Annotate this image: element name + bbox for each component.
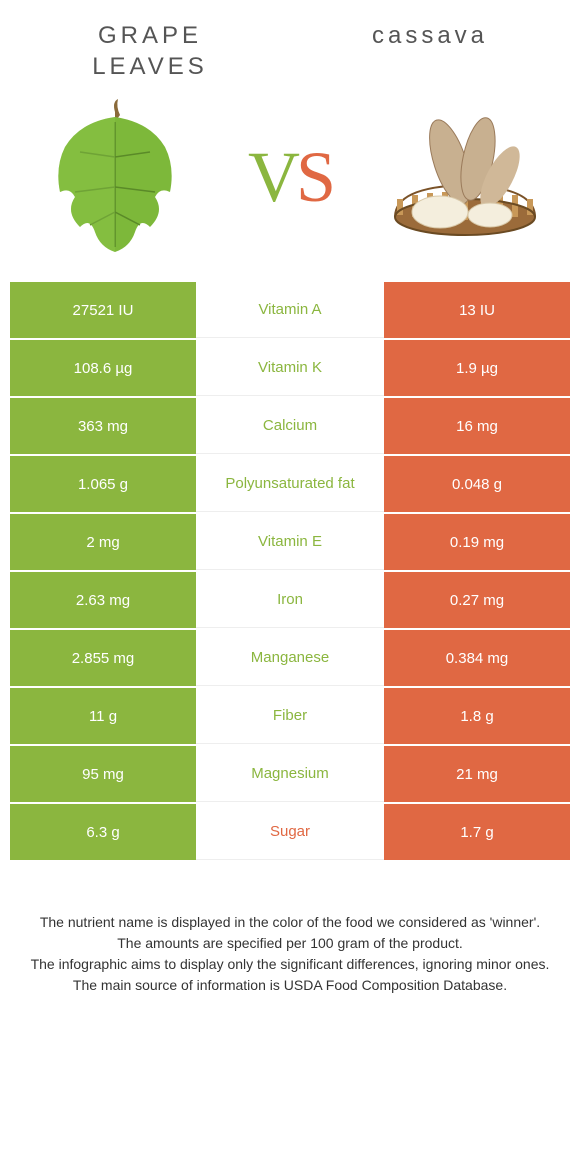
nutrient-label: Iron [196,572,384,628]
images-row: VS [0,92,580,282]
nutrient-label: Manganese [196,630,384,686]
value-right: 13 IU [384,282,570,338]
value-left: 2.855 mg [10,630,196,686]
food-title-left: GRAPE LEAVES [50,20,250,82]
value-left: 11 g [10,688,196,744]
value-left: 6.3 g [10,804,196,860]
vs-label: VS [248,136,332,219]
nutrient-label: Sugar [196,804,384,860]
table-row: 27521 IUVitamin A13 IU [10,282,570,340]
nutrient-label: Magnesium [196,746,384,802]
value-right: 21 mg [384,746,570,802]
nutrient-label: Vitamin K [196,340,384,396]
cassava-icon [380,107,550,247]
table-row: 108.6 µgVitamin K1.9 µg [10,340,570,398]
footnote-line: The infographic aims to display only the… [30,954,550,975]
value-right: 0.384 mg [384,630,570,686]
value-left: 1.065 g [10,456,196,512]
nutrient-label: Fiber [196,688,384,744]
table-row: 2.63 mgIron0.27 mg [10,572,570,630]
footnotes: The nutrient name is displayed in the co… [0,862,580,996]
value-right: 0.048 g [384,456,570,512]
header: GRAPE LEAVES cassava [0,0,580,92]
value-left: 27521 IU [10,282,196,338]
nutrient-label: Calcium [196,398,384,454]
value-left: 2 mg [10,514,196,570]
value-right: 16 mg [384,398,570,454]
comparison-table: 27521 IUVitamin A13 IU108.6 µgVitamin K1… [10,282,570,862]
table-row: 363 mgCalcium16 mg [10,398,570,456]
table-row: 95 mgMagnesium21 mg [10,746,570,804]
nutrient-label: Vitamin E [196,514,384,570]
value-right: 1.7 g [384,804,570,860]
table-row: 2 mgVitamin E0.19 mg [10,514,570,572]
grape-leaf-icon [40,97,190,257]
value-right: 1.8 g [384,688,570,744]
footnote-line: The nutrient name is displayed in the co… [30,912,550,933]
cassava-image [380,92,550,262]
footnote-line: The amounts are specified per 100 gram o… [30,933,550,954]
vs-v: V [248,137,296,217]
nutrient-label: Vitamin A [196,282,384,338]
value-left: 363 mg [10,398,196,454]
value-left: 95 mg [10,746,196,802]
vs-s: S [296,137,332,217]
table-row: 1.065 gPolyunsaturated fat0.048 g [10,456,570,514]
value-left: 2.63 mg [10,572,196,628]
value-right: 1.9 µg [384,340,570,396]
table-row: 11 gFiber1.8 g [10,688,570,746]
table-row: 6.3 gSugar1.7 g [10,804,570,862]
table-row: 2.855 mgManganese0.384 mg [10,630,570,688]
value-right: 0.27 mg [384,572,570,628]
value-right: 0.19 mg [384,514,570,570]
food-title-right: cassava [330,20,530,51]
footnote-line: The main source of information is USDA F… [30,975,550,996]
nutrient-label: Polyunsaturated fat [196,456,384,512]
grape-leaf-image [30,92,200,262]
value-left: 108.6 µg [10,340,196,396]
